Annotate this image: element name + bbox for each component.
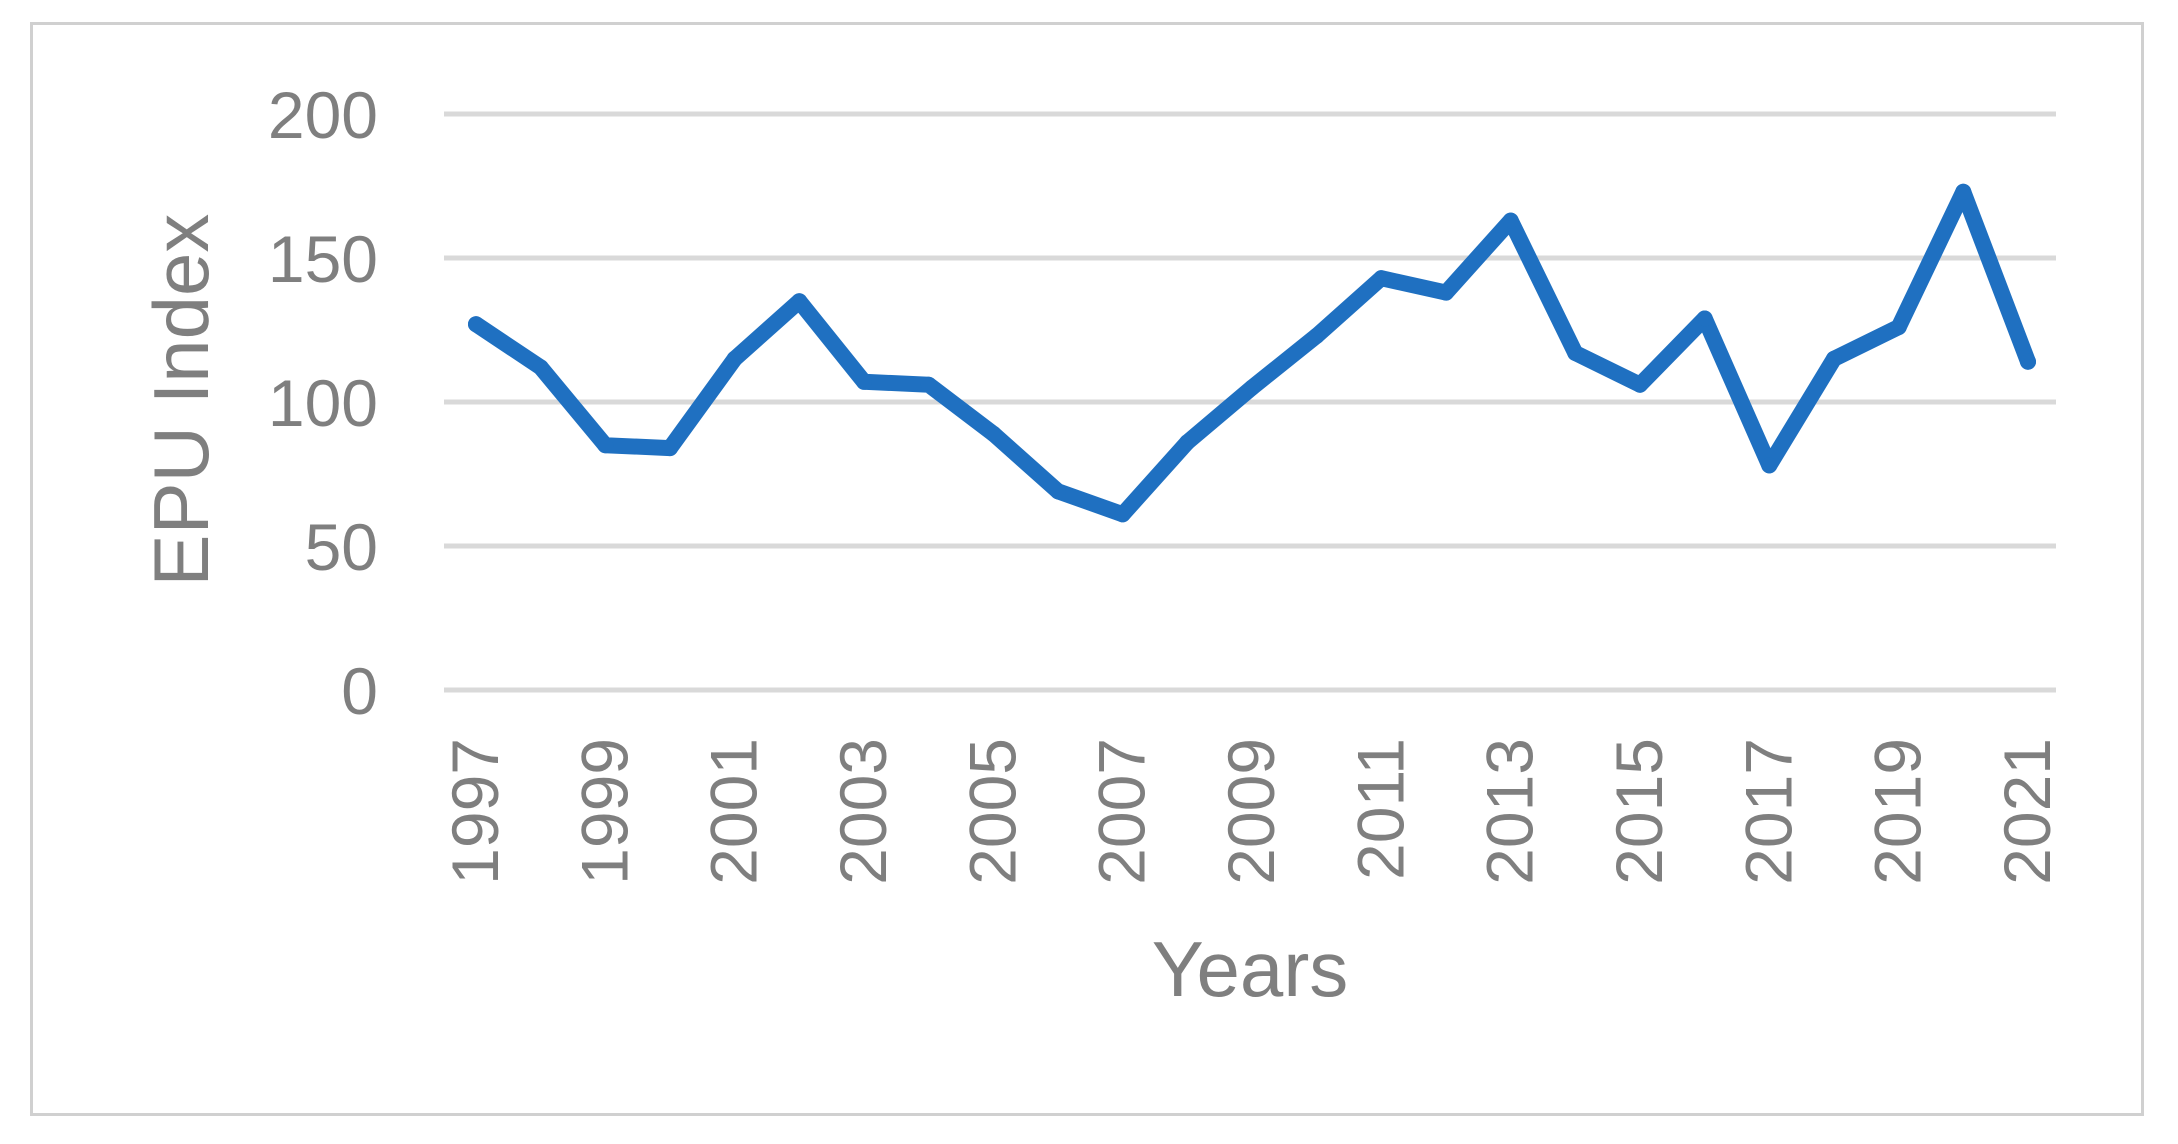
data-point [1179, 434, 1196, 451]
y-tick-label: 0 [341, 654, 378, 728]
data-point [726, 350, 743, 367]
x-tick-label: 2001 [697, 738, 771, 885]
data-point [468, 316, 484, 333]
data-point [662, 440, 678, 457]
data-point [1114, 506, 1131, 523]
data-point [1438, 284, 1454, 301]
data-point [791, 293, 808, 310]
x-tick-label: 2015 [1602, 738, 1676, 885]
data-point [2020, 353, 2036, 370]
data-point [856, 373, 872, 390]
x-tick-label: 2021 [1990, 738, 2064, 885]
x-tick-label: 2007 [1085, 738, 1159, 885]
series-line [468, 183, 2036, 523]
data-point [1955, 183, 1972, 200]
data-point [532, 359, 549, 376]
y-axis-ticks: 0 50 100 150 200 [268, 78, 378, 728]
x-tick-label: 1997 [438, 738, 512, 885]
x-tick-label: 2005 [955, 738, 1029, 885]
x-tick-label: 2009 [1214, 738, 1288, 885]
y-tick-label: 200 [268, 78, 378, 152]
data-point [1308, 327, 1325, 344]
x-axis-ticks: 1997 1999 2001 2003 2005 2007 2009 2011 2013 2015… [438, 738, 2064, 885]
x-tick-label: 2003 [826, 738, 900, 885]
data-point [1632, 376, 1648, 393]
data-point [1761, 457, 1778, 474]
data-point [1244, 379, 1260, 396]
data-point [1826, 350, 1842, 367]
data-point [1696, 310, 1713, 327]
data-point [920, 376, 937, 393]
data-point [1502, 212, 1519, 229]
y-tick-label: 100 [268, 366, 378, 440]
y-tick-label: 150 [268, 222, 378, 296]
data-point [597, 437, 614, 454]
data-point [1890, 319, 1907, 336]
data-point [1373, 270, 1390, 287]
x-tick-label: 2017 [1731, 738, 1805, 885]
data-point [1567, 345, 1584, 361]
y-axis-title: EPU Index [137, 214, 225, 587]
data-point [985, 425, 1002, 442]
x-tick-label: 2011 [1343, 738, 1417, 880]
series-layer [468, 183, 2036, 523]
data-point [1050, 483, 1066, 500]
y-tick-label: 50 [305, 510, 378, 584]
x-tick-label: 2019 [1861, 738, 1935, 885]
x-axis-title: Years [1152, 925, 1349, 1013]
x-tick-label: 2013 [1473, 738, 1547, 885]
x-tick-label: 1999 [567, 738, 641, 885]
chart-frame [30, 22, 2144, 1116]
